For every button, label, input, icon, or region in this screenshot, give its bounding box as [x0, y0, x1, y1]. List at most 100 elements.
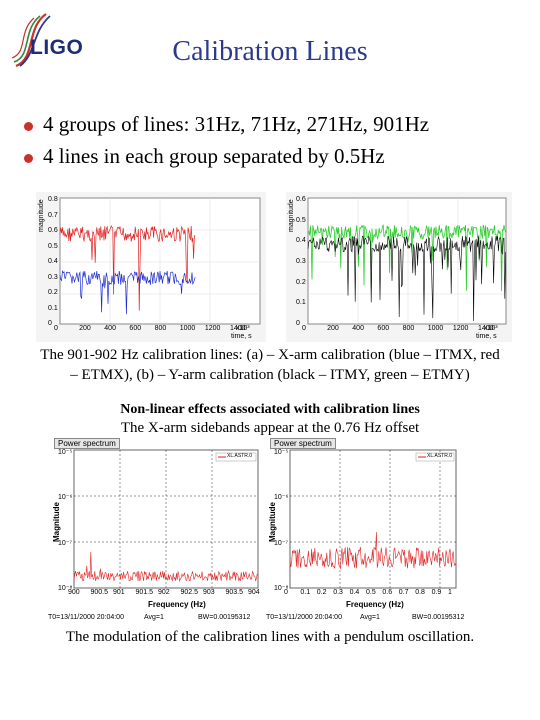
y-tick-label: 0.4 — [48, 258, 58, 265]
bottom-caption: The modulation of the calibration lines … — [65, 629, 475, 645]
y-tick-label: 0.5 — [296, 216, 306, 224]
legend-label: XL.ASTR.0 — [427, 453, 453, 459]
x-tick-label: 0.6 — [382, 589, 393, 596]
x-tick-label: 1400 — [230, 325, 246, 332]
x-tick-label: 0.3 — [333, 589, 343, 596]
spectrum-left: Power spectrum XL.ASTR.0 Magnitude Frequ… — [48, 438, 262, 624]
x-tick-label: 400 — [104, 325, 116, 332]
y-tick-label: 10⁻⁷ — [58, 539, 73, 547]
ligo-logo: LIGO — [6, 8, 90, 72]
y-tick-label: 0.6 — [48, 227, 58, 234]
x-tick-label: 0 — [302, 325, 306, 332]
power-spectrum-tab[interactable]: Power spectrum — [270, 438, 336, 449]
x-axis-label: Frequency (Hz) — [346, 600, 404, 609]
bullet-item: 4 groups of lines: 31Hz, 71Hz, 271Hz, 90… — [24, 112, 429, 136]
x-tick-label: 200 — [79, 325, 91, 332]
x-tick-label: 1 — [448, 589, 452, 596]
y-tick-label: 10⁻⁶ — [58, 494, 73, 502]
x-tick-label: 901.5 — [135, 589, 154, 596]
x-tick-label: 0.4 — [349, 589, 360, 596]
y-tick-label: 0.5 — [48, 242, 58, 250]
x-tick-label: 1000 — [179, 325, 196, 332]
y-tick-label: 10⁻⁶ — [274, 494, 289, 502]
y-tick-label: 0.1 — [48, 304, 58, 312]
x-tick-label: 0 — [54, 325, 58, 332]
plot-y-arm-svg — [307, 197, 507, 325]
nonlinear-subheading: The X-arm sidebands appear at the 0.76 H… — [120, 420, 420, 436]
x-tick-label: 0 — [284, 589, 288, 596]
page-title: Calibration Lines — [172, 36, 368, 67]
bullet-dot-icon — [24, 121, 33, 131]
x-tick-label: 800 — [154, 325, 167, 332]
footer-t0: T0=13/11/2000 20:04:00 — [48, 614, 124, 621]
spectrum-right-svg — [289, 449, 457, 589]
y-tick-label: 0.4 — [296, 237, 306, 245]
logo-swirl-icon — [11, 13, 51, 68]
x-axis-label: Frequency (Hz) — [148, 600, 206, 609]
y-tick-label: 0.7 — [48, 211, 58, 219]
x-tick-label: 0.5 — [366, 589, 376, 596]
footer-avg: Avg=1 — [360, 614, 380, 621]
bullet-item: 4 lines in each group separated by 0.5Hz — [24, 144, 385, 168]
y-tick-label: 10⁻⁵ — [274, 449, 289, 456]
y-tick-label: 0.6 — [296, 196, 306, 203]
y-tick-label: 10⁻⁵ — [58, 449, 73, 456]
y-tick-label: 0 — [296, 320, 300, 327]
x-tick-label: 0.9 — [431, 589, 442, 596]
x-tick-label: 900.5 — [90, 589, 109, 596]
x-axis-label: time, s — [231, 333, 252, 340]
y-tick-label: 10⁻⁸ — [58, 585, 73, 592]
x-tick-label: 903 — [203, 589, 215, 596]
y-axis-label: magnitude — [288, 199, 295, 232]
footer-t0: T0=13/11/2000 20:04:00 — [266, 614, 342, 621]
x-tick-label: 600 — [377, 325, 390, 332]
y-tick-label: 0.1 — [296, 299, 306, 307]
x-tick-label: 904 — [248, 589, 260, 596]
y-tick-label: 0.3 — [48, 273, 58, 281]
plot-x-arm: magnitude x10³ time, s 0 200 400 600 800 1000… — [36, 192, 266, 342]
x-tick-label: 400 — [352, 325, 364, 332]
x-tick-label: 0.7 — [398, 589, 409, 596]
legend-label: XL.ASTR.0 — [227, 453, 253, 459]
x-tick-label: 1400 — [478, 325, 494, 332]
top-caption-line2: – ETMX), (b) – Y-arm calibration (black … — [70, 367, 470, 383]
y-tick-label: 0.8 — [48, 196, 58, 203]
y-tick-label: 10⁻⁸ — [274, 585, 289, 592]
footer-bw: BW=0.00195312 — [198, 614, 251, 621]
x-tick-label: 0.2 — [316, 589, 327, 596]
x-tick-label: 200 — [327, 325, 339, 332]
x-tick-label: 0.8 — [415, 589, 425, 596]
y-tick-label: 0 — [48, 320, 52, 327]
x-tick-label: 1200 — [452, 325, 469, 332]
nonlinear-heading: Non-linear effects associated with calib… — [120, 402, 420, 417]
top-caption-line1: The 901-902 Hz calibration lines: (a) – … — [40, 347, 500, 363]
x-tick-label: 0.1 — [300, 589, 311, 596]
x-tick-label: 800 — [402, 325, 415, 332]
x-tick-label: 903.5 — [225, 589, 244, 596]
spectrum-right: Power spectrum XL.ASTR.0 Magnitude Frequ… — [266, 438, 480, 624]
y-axis-label: Magnitude — [52, 502, 61, 542]
x-exponent: x10³ — [236, 325, 250, 332]
y-tick-label: 0.2 — [48, 289, 58, 296]
bullet-text: 4 groups of lines: 31Hz, 71Hz, 271Hz, 90… — [43, 112, 430, 136]
spectrum-left-svg — [73, 449, 259, 589]
x-tick-label: 902.5 — [180, 589, 199, 596]
x-tick-label: 1200 — [204, 325, 221, 332]
y-axis-label: magnitude — [38, 199, 45, 232]
plot-x-arm-svg — [59, 197, 261, 325]
y-tick-label: 0.3 — [296, 258, 306, 265]
x-tick-label: 902 — [158, 589, 170, 596]
x-tick-label: 900 — [68, 589, 80, 596]
y-axis-label: Magnitude — [268, 502, 277, 542]
x-tick-label: 901 — [113, 589, 125, 596]
bullet-dot-icon — [24, 153, 33, 163]
power-spectrum-tab[interactable]: Power spectrum — [54, 438, 120, 449]
x-tick-label: 600 — [129, 325, 142, 332]
footer-avg: Avg=1 — [144, 614, 164, 621]
bullet-text: 4 lines in each group separated by 0.5Hz — [43, 144, 385, 168]
plot-y-arm: magnitude x10³ time, s 0 200 400 600 800 1000… — [286, 192, 512, 342]
footer-bw: BW=0.00195312 — [412, 614, 465, 621]
logo-text: LIGO — [30, 36, 84, 59]
x-axis-label: time, s — [476, 333, 497, 340]
y-tick-label: 0.2 — [296, 278, 306, 286]
